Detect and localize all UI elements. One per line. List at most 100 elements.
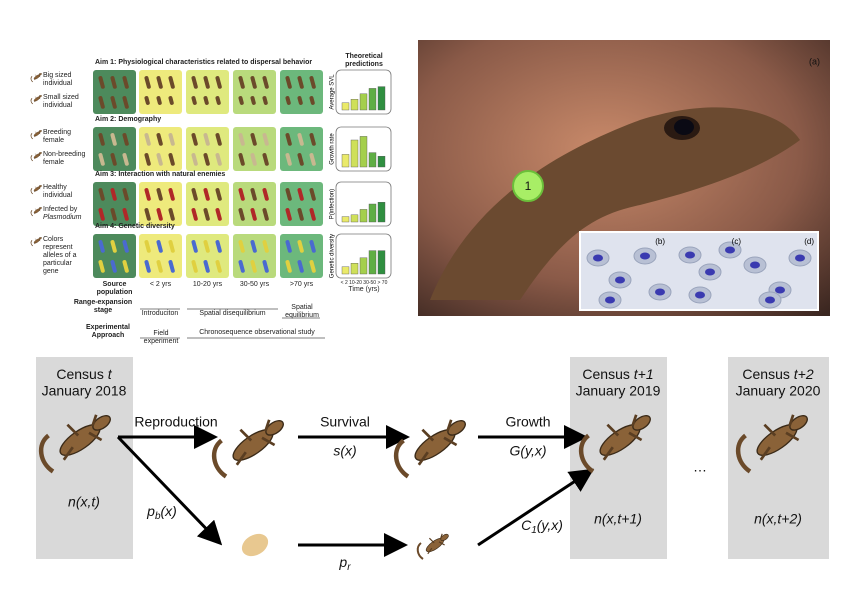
args: (y,x) — [537, 517, 563, 533]
lizard-glyph — [262, 188, 269, 201]
prediction-frame — [335, 233, 392, 279]
stage-label: Range-expansion stage — [73, 299, 133, 314]
lizard-glyph — [262, 76, 269, 89]
predictions-title: Theoretical predictions — [345, 53, 383, 68]
lizard-glyph — [156, 153, 163, 166]
prediction-bar — [350, 139, 359, 168]
lizard-glyph — [98, 96, 105, 109]
recruit-prob: pr — [338, 554, 351, 573]
census-label: Census — [582, 366, 629, 382]
lizard-glyph — [191, 208, 198, 221]
transition-label: Survival — [320, 414, 370, 430]
census-box — [728, 357, 829, 559]
lizard-glyph — [250, 260, 257, 273]
approach-label: Experimental Approach — [86, 324, 130, 339]
lizard-glyph — [110, 133, 117, 146]
lizard-glyph — [250, 133, 257, 146]
lizard-glyph — [285, 133, 292, 146]
legend-text: Infected by Plasmodium — [43, 206, 82, 221]
lizard-glyph — [203, 76, 210, 89]
lizard-glyph — [191, 133, 198, 146]
prediction-bar — [368, 250, 377, 275]
prediction-bar — [350, 263, 359, 275]
column-label: Source population — [96, 281, 133, 296]
lizard-glyph — [122, 188, 129, 201]
lizard-glyph — [238, 188, 245, 201]
stage: Introduciton — [141, 310, 179, 317]
lizard-glyph — [297, 208, 304, 221]
lizard-glyph — [122, 133, 129, 146]
lizard-glyph — [156, 260, 163, 273]
lizard-glyph — [262, 96, 268, 105]
lizard-glyph — [168, 240, 175, 253]
prediction-bar — [368, 88, 377, 111]
lizard-glyph — [98, 153, 105, 166]
prediction-bar — [359, 93, 368, 111]
lizard-glyph — [203, 208, 210, 221]
lizard-glyph — [262, 133, 269, 146]
nucleus — [705, 268, 715, 276]
census-title: Census t+1 — [582, 366, 653, 382]
nucleus — [775, 286, 785, 294]
lizard-glyph — [250, 76, 257, 89]
lizard-glyph — [262, 208, 269, 221]
lizard-glyph — [144, 76, 151, 89]
lizard-glyph — [297, 260, 304, 273]
approach: Field experiment — [143, 330, 179, 345]
census-label: Census — [742, 366, 789, 382]
lizard-glyph — [110, 208, 117, 221]
transition-label: Reproduction — [134, 414, 217, 430]
lizard-glyph — [250, 96, 256, 105]
lizard-glyph — [250, 153, 257, 166]
lizard-glyph — [285, 208, 292, 221]
lizard-glyph — [144, 260, 151, 273]
lizard-glyph — [238, 96, 244, 105]
lizard-glyph — [110, 76, 117, 89]
lizard-glyph — [215, 208, 222, 221]
lizard-glyph — [238, 133, 245, 146]
symbol: C — [521, 517, 532, 533]
lizard-glyph — [215, 240, 222, 253]
prediction-bar — [377, 201, 386, 223]
subscript: r — [347, 562, 351, 573]
lizard-glyph — [144, 188, 151, 201]
lizard-glyph — [203, 153, 210, 166]
panel-label: (a) — [809, 56, 820, 66]
legend-text: Non-breeding female — [43, 151, 86, 166]
lizard-glyph — [98, 208, 105, 221]
lizard-glyph — [203, 188, 210, 201]
breeding-prob: pb(x) — [146, 503, 177, 522]
inset-label: (b) — [655, 237, 665, 246]
lizard-glyph — [98, 133, 105, 146]
lizard-glyph — [297, 153, 304, 166]
prediction-bar — [377, 250, 386, 275]
lizard-glyph — [122, 76, 129, 89]
lizard-glyph — [238, 76, 245, 89]
lizard-glyph — [191, 153, 198, 166]
census-date: January 2019 — [576, 383, 661, 399]
lizard-glyph — [215, 96, 221, 105]
census-var: t+2 — [794, 366, 814, 382]
lizard-glyph — [285, 260, 292, 273]
lizard-glyph — [215, 76, 222, 89]
lizards — [41, 413, 810, 560]
lizard-glyph — [122, 96, 129, 109]
lizard-glyph — [156, 188, 163, 201]
census-date: January 2018 — [42, 383, 127, 399]
recruit-growth: C1(y,x) — [521, 517, 563, 536]
lizard-glyph — [309, 76, 316, 89]
time-label: Time (yrs) — [348, 286, 380, 293]
lizard-glyph — [144, 96, 150, 105]
prediction-y-label: P(infection) — [330, 189, 336, 219]
lizard-glyph — [122, 240, 129, 253]
nucleus — [795, 254, 805, 262]
prediction-bar — [368, 203, 377, 223]
transition-fn: s(x) — [333, 443, 356, 459]
prediction-bar — [359, 257, 368, 275]
lizard-glyph — [262, 153, 269, 166]
lizard-glyph — [168, 208, 175, 221]
census-title: Census t — [56, 366, 112, 382]
stage: Spatial disequilibrium — [199, 310, 266, 317]
